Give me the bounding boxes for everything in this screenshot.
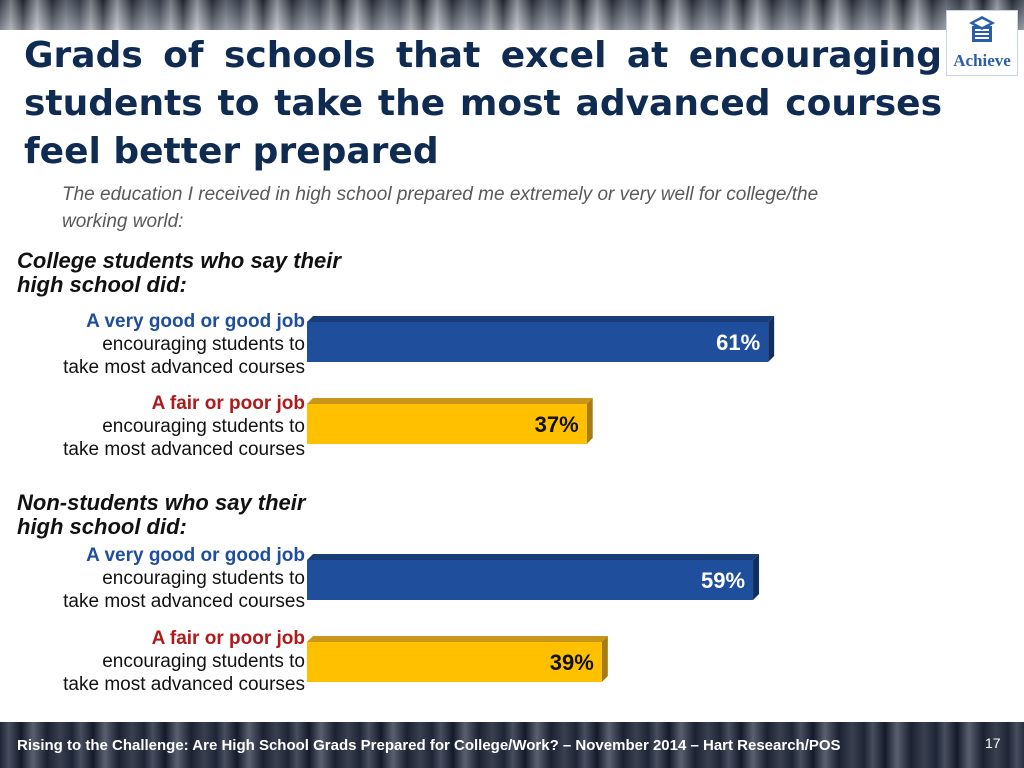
category-label: A very good or good job encouraging stud… [0, 544, 305, 613]
bar-top-face [307, 636, 608, 642]
category-highlight: A fair or poor job [151, 628, 305, 649]
bar-side-face [601, 636, 608, 682]
category-label: A fair or poor job encouraging students … [0, 392, 305, 461]
group-label-line: College students who say their [17, 248, 341, 273]
category-highlight: A very good or good job [86, 545, 305, 566]
footer-source-text: Rising to the Challenge: Are High School… [17, 737, 841, 754]
page-number: 17 [985, 735, 1001, 751]
chart-subtitle: The education I received in high school … [62, 184, 819, 232]
graduation-cap-icon [969, 16, 995, 42]
footer: Rising to the Challenge: Are High School… [0, 722, 1024, 768]
bar-value-label: 37% [535, 412, 579, 437]
bar-side-face [586, 398, 593, 444]
header-photo-banner [0, 0, 1024, 30]
category-line: take most advanced courses [63, 674, 305, 695]
category-line: encouraging students to [102, 651, 305, 672]
bar-side-face [768, 316, 775, 362]
bar-top-face [307, 316, 775, 322]
category-highlight: A fair or poor job [151, 393, 305, 414]
category-line: take most advanced courses [63, 591, 305, 612]
group-label-line: high school did: [17, 272, 187, 297]
category-highlight: A very good or good job [86, 311, 305, 332]
category-label: A very good or good job encouraging stud… [0, 310, 305, 379]
category-line: take most advanced courses [63, 357, 305, 378]
achieve-logo: Achieve [946, 10, 1018, 76]
category-label: A fair or poor job encouraging students … [0, 627, 305, 696]
bar-side-face [753, 554, 760, 600]
bar [307, 404, 587, 444]
bar [307, 560, 754, 600]
category-line: encouraging students to [102, 568, 305, 589]
category-line: encouraging students to [102, 416, 305, 437]
bar [307, 322, 769, 362]
bar-top-face [307, 398, 593, 404]
page-title: Grads of schools that excel at encouragi… [24, 35, 942, 172]
group-label-college: College students who say their high scho… [17, 249, 437, 297]
bar-value-label: 39% [550, 650, 594, 675]
logo-text: Achieve [953, 51, 1011, 70]
group-label-non-students: Non-students who say their high school d… [17, 491, 437, 539]
category-line: encouraging students to [102, 334, 305, 355]
category-line: take most advanced courses [63, 439, 305, 460]
bar-value-label: 59% [701, 568, 745, 593]
group-label-line: Non-students who say their [17, 490, 306, 515]
bar [307, 642, 602, 682]
bar-top-face [307, 554, 760, 560]
bar-value-label: 61% [716, 330, 760, 355]
group-label-line: high school did: [17, 514, 187, 539]
